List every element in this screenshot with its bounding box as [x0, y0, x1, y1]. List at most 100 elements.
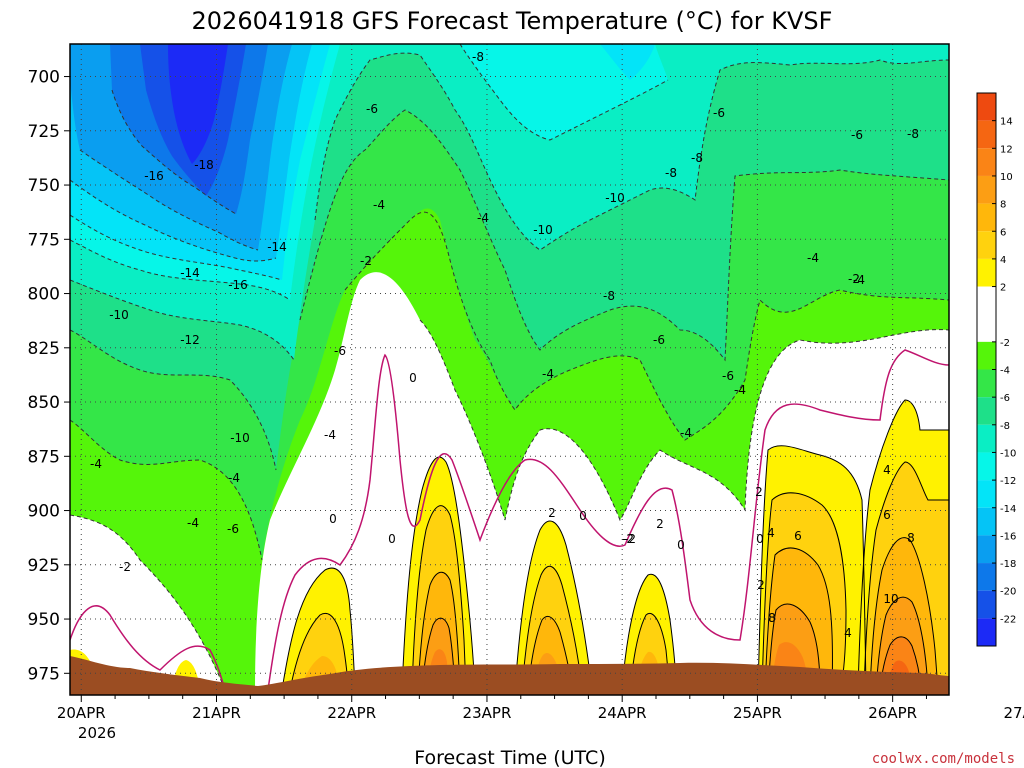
contour-plus-2-22apr — [281, 567, 356, 691]
y-tick-label-700: 700 — [28, 68, 60, 88]
contour-label: 4 — [844, 626, 852, 640]
contour-label: -16 — [228, 278, 248, 292]
contour-plus-8-27apr — [875, 596, 929, 691]
freezing-line-2 — [267, 349, 949, 691]
contour-label: 8 — [768, 611, 776, 625]
contour-label: 0 — [329, 512, 337, 526]
y-tick-label-850: 850 — [28, 393, 60, 413]
colorbar-band — [977, 148, 996, 176]
contour-upper-minus-10 — [459, 44, 669, 141]
contour-label: 2 — [548, 506, 556, 520]
contour-minus-16 — [79, 149, 259, 251]
contour-label: -4 — [90, 457, 102, 471]
contour-label: -8 — [472, 50, 484, 64]
contour-label: -6 — [722, 369, 734, 383]
colorbar-tick-label: -2 — [1000, 338, 1010, 349]
y-tick-label-925: 925 — [28, 556, 60, 576]
contour-minus-8 — [70, 279, 295, 361]
y-tick-label-950: 950 — [28, 610, 60, 630]
colorbar-tick-label: -6 — [1000, 393, 1010, 404]
contour-minus-14 — [70, 179, 277, 262]
contour-label: -10 — [109, 308, 129, 322]
contour-label: -4 — [324, 428, 336, 442]
colorbar-tick-label: -8 — [1000, 421, 1010, 432]
colorbar-band — [977, 618, 996, 646]
colorbar-tick-label: -22 — [1000, 614, 1016, 625]
shaded-temperature-bands — [70, 44, 949, 690]
contour-label: 4 — [767, 526, 775, 540]
colorbar-band — [977, 397, 996, 425]
colorbar-band — [977, 231, 996, 259]
colorbar-band — [977, 452, 996, 481]
colorbar-tick-label: -12 — [1000, 476, 1016, 487]
colorbar-tick-label: 8 — [1000, 200, 1006, 211]
contour-label: -8 — [907, 127, 919, 141]
contour-plus-2-25apr — [621, 573, 677, 691]
contour-plus-6-27apr — [869, 537, 939, 691]
y-axis: 700 725 750 775 800 825 850 875 900 925 950 975 — [28, 68, 70, 684]
contour-label: 0 — [677, 538, 685, 552]
plot-frame — [69, 43, 950, 696]
contour-label: 0 — [756, 532, 764, 546]
contour-label: -12 — [180, 333, 200, 347]
contour-minus-10 — [70, 239, 291, 301]
contour-label: -6 — [851, 128, 863, 142]
x-tick-label-21APR: 21APR — [192, 704, 241, 722]
colorbar-tick-label: 4 — [1000, 255, 1006, 266]
colorbar-band — [977, 424, 996, 453]
x-axis-year-label: 2026 — [78, 724, 116, 742]
contour-label: -4 — [373, 198, 385, 212]
y-tick-label-800: 800 — [28, 285, 60, 305]
contour-label: -4 — [680, 426, 692, 440]
colorbar-band — [977, 203, 996, 232]
contour-plus-8-26apr — [767, 603, 821, 691]
colorbar-tick-label: -4 — [1000, 366, 1010, 377]
y-tick-label-875: 875 — [28, 447, 60, 467]
colorbar-band — [977, 286, 996, 342]
contour-label: 0 — [409, 371, 417, 385]
colorbar-tick-label: 2 — [1000, 283, 1006, 294]
contour-minus-2 — [70, 514, 226, 691]
y-tick-label-900: 900 — [28, 502, 60, 522]
contour-label: -6 — [334, 344, 346, 358]
contour-plus-2-23apr — [401, 456, 476, 691]
contour-label: -14 — [267, 240, 287, 254]
chart-title: 2026041918 GFS Forecast Temperature (°C)… — [192, 7, 833, 35]
colorbar-band — [977, 93, 996, 121]
colorbar-band — [977, 590, 996, 619]
contour-label: 8 — [907, 531, 915, 545]
contour-label: -2 — [624, 532, 636, 546]
plot-area — [70, 44, 949, 695]
contour-label: 6 — [883, 508, 891, 522]
x-tick-label-27APR: 27APR — [1003, 704, 1024, 722]
contour-upper-minus-8 — [314, 52, 949, 251]
contour-plus-2-26apr — [757, 445, 867, 691]
contour-label: -2 — [622, 532, 634, 546]
x-tick-label-26APR: 26APR — [868, 704, 917, 722]
y-tick-label-775: 775 — [28, 230, 60, 250]
colorbar-band — [977, 507, 996, 536]
contour-label: 0 — [388, 532, 396, 546]
x-tick-label-20APR: 20APR — [57, 704, 106, 722]
contour-label: -8 — [665, 166, 677, 180]
contour-plus-8-23apr — [421, 617, 456, 691]
contour-label: -4 — [187, 516, 199, 530]
credit-text: coolwx.com/models — [872, 751, 1015, 767]
contour-labels: -8-6 -6-8-16-18-14-4-10-6-8-4-14-16-2 -4-1… — [90, 50, 919, 640]
x-tick-label-23APR: 23APR — [463, 704, 512, 722]
contour-plus-10-27apr — [879, 636, 922, 691]
colorbar-tick-label: -18 — [1000, 559, 1016, 570]
contour-plus-4-24apr — [521, 565, 583, 691]
contour-label: 0 — [579, 509, 587, 523]
contour-minus-4 — [70, 419, 263, 561]
contour-label: -4 — [734, 383, 746, 397]
x-tick-label-25APR: 25APR — [733, 704, 782, 722]
colorbar-tick-label: -20 — [1000, 587, 1016, 598]
colorbar-tick-label: 6 — [1000, 227, 1006, 238]
colorbar-band — [977, 563, 996, 591]
contour-upper-minus-4 — [344, 211, 949, 441]
contour-label: -2 — [848, 272, 860, 286]
band-minus-22 — [168, 44, 228, 164]
contour-label: -14 — [180, 266, 200, 280]
